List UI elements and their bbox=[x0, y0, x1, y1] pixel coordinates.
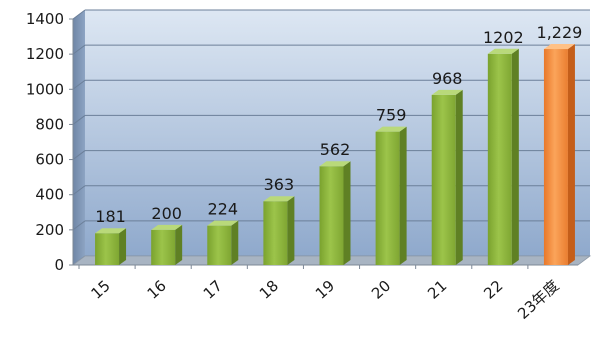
data-label: 759 bbox=[376, 106, 407, 125]
x-tick-label: 18 bbox=[256, 277, 282, 303]
y-tick-label: 1400 bbox=[26, 10, 64, 28]
gridline-side bbox=[72, 79, 86, 90]
gridline-side bbox=[72, 9, 86, 20]
bar-front bbox=[487, 53, 512, 265]
back-wall bbox=[85, 10, 590, 256]
data-label: 181 bbox=[95, 207, 126, 226]
bar-side bbox=[511, 48, 519, 265]
x-tick-label: 15 bbox=[87, 277, 113, 303]
x-tick-label: 22 bbox=[480, 277, 506, 303]
data-label: 224 bbox=[208, 200, 239, 219]
data-label: 200 bbox=[151, 204, 182, 223]
bar-top bbox=[319, 161, 351, 167]
bar bbox=[319, 161, 351, 265]
bar bbox=[487, 48, 519, 265]
bar-front bbox=[375, 131, 400, 265]
x-tick-label: 20 bbox=[368, 277, 394, 303]
bar bbox=[207, 220, 239, 265]
bar bbox=[263, 196, 295, 265]
y-tick-label: 1200 bbox=[26, 45, 64, 63]
x-tick-label: 19 bbox=[312, 277, 338, 303]
bar-top bbox=[151, 224, 183, 230]
bar-side bbox=[231, 220, 239, 265]
data-label: 363 bbox=[264, 175, 295, 194]
gridline-side bbox=[72, 220, 86, 231]
bar-front bbox=[543, 49, 568, 265]
bar-side bbox=[119, 228, 127, 265]
x-axis: 15 16 17 18 19 20 21 22 23年度 bbox=[78, 265, 563, 323]
x-tick-label: 17 bbox=[200, 277, 226, 303]
bar bbox=[375, 126, 407, 265]
data-label: 968 bbox=[432, 69, 463, 88]
bar bbox=[151, 224, 183, 265]
data-label: 1202 bbox=[483, 28, 524, 47]
bar-front bbox=[263, 201, 288, 265]
bar-top bbox=[375, 126, 407, 132]
bar-top bbox=[263, 196, 295, 202]
y-axis: 0 200 400 600 800 1000 1200 1400 bbox=[26, 10, 74, 274]
y-tick-label: 0 bbox=[54, 256, 64, 274]
y-tick-label: 800 bbox=[35, 115, 64, 133]
gridline-side bbox=[72, 44, 86, 55]
bar-top bbox=[487, 48, 519, 54]
bar bbox=[543, 44, 575, 265]
y-tick-label: 600 bbox=[35, 151, 64, 169]
bar-front bbox=[95, 233, 120, 265]
y-tick-label: 1000 bbox=[26, 80, 64, 98]
bar-front bbox=[151, 229, 176, 265]
bar-side bbox=[399, 126, 407, 265]
side-wall bbox=[73, 10, 85, 265]
x-tick-label: 16 bbox=[144, 277, 170, 303]
bar-side bbox=[287, 196, 295, 265]
data-labels: 181 200 224 363 562 759 968 1202 1,229 bbox=[95, 23, 582, 226]
y-tick-label: 400 bbox=[35, 186, 64, 204]
gridline-side bbox=[72, 150, 86, 160]
bar-top bbox=[543, 44, 575, 50]
bars bbox=[95, 44, 575, 265]
bar bbox=[95, 228, 127, 265]
bar-side bbox=[175, 224, 183, 265]
data-label: 562 bbox=[320, 140, 351, 159]
bar-top bbox=[207, 220, 239, 226]
bar-side bbox=[567, 44, 575, 265]
gridline-side bbox=[72, 115, 86, 125]
bar-front bbox=[319, 166, 344, 265]
bar-front bbox=[431, 94, 456, 265]
plot-area bbox=[73, 10, 590, 265]
y-tick-label: 200 bbox=[35, 221, 64, 239]
bar-side bbox=[455, 89, 463, 265]
data-label: 1,229 bbox=[537, 23, 583, 42]
x-tick-label: 21 bbox=[424, 277, 450, 303]
bar-front bbox=[207, 225, 232, 265]
x-tick-label: 23年度 bbox=[514, 277, 563, 323]
bar-top bbox=[95, 228, 127, 234]
bar-top bbox=[431, 89, 463, 95]
bar bbox=[431, 89, 463, 265]
bar-side bbox=[343, 161, 351, 265]
gridline-side bbox=[72, 185, 86, 196]
